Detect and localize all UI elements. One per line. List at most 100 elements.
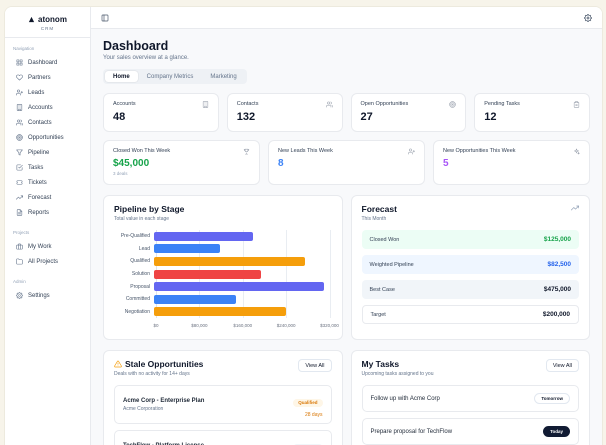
chart-axis-tick: $80,000 (191, 323, 208, 329)
stale-view-all-button[interactable]: View All (298, 359, 332, 373)
sidebar-item-label: All Projects (28, 258, 59, 265)
stale-title: Stale Opportunities (125, 359, 204, 370)
sidebar-item[interactable]: All Projects (13, 254, 82, 269)
stat-label: Pending Tasks (484, 101, 520, 107)
stale-opportunities-panel: Stale Opportunities Deals with no activi… (103, 350, 343, 445)
pipeline-title: Pipeline by Stage (114, 204, 185, 214)
chart-row: Lead (114, 243, 332, 256)
week-stat-card[interactable]: Closed Won This Week $45,000 3 deals (103, 140, 260, 185)
stat-icon (325, 101, 333, 108)
sidebar-admin-list: Settings (13, 288, 82, 303)
forecast-row: Weighted Pipeline $82,500 (361, 255, 579, 274)
pipeline-subtitle: Total value in each stage (114, 216, 170, 222)
tab[interactable]: Home (105, 71, 138, 82)
week-stat-icon (408, 148, 415, 155)
forecast-panel: Forecast This Month Closed Won $125,000 (350, 195, 590, 341)
sidebar-section-label: Admin (13, 279, 26, 284)
week-stat-card[interactable]: New Leads This Week 8 (268, 140, 425, 185)
stale-opportunity-item[interactable]: TechFlow - Platform License TechFlow Sol… (114, 430, 332, 445)
stat-icon (573, 101, 580, 108)
chart-bar-track (154, 231, 330, 241)
sidebar-item[interactable]: Contacts (13, 115, 82, 130)
sidebar-item[interactable]: Accounts (13, 100, 82, 115)
alert-triangle-icon (114, 360, 122, 368)
week-stat-sub (278, 171, 415, 176)
chart-row: Negotiation (114, 306, 332, 319)
chart-bar[interactable] (154, 282, 325, 292)
tasks-view-all-button[interactable]: View All (545, 359, 579, 373)
week-stat-value: 5 (443, 158, 449, 169)
topbar-settings-icon[interactable] (584, 13, 592, 22)
stat-value: 132 (236, 111, 256, 123)
week-stat-sub (443, 171, 580, 176)
task-due-badge: Tomorrow (534, 393, 570, 405)
stale-opportunity-item[interactable]: Acme Corp - Enterprise Plan Acme Corpora… (114, 385, 332, 425)
sidebar-item[interactable]: Reports (13, 205, 82, 220)
forecast-row: Best Case $475,000 (361, 280, 579, 299)
chart-row: Proposal (114, 280, 332, 293)
sidebar-item-label: Accounts (28, 104, 53, 111)
my-tasks-panel: My Tasks Upcoming tasks assigned to you … (350, 350, 590, 445)
forecast-row-label: Best Case (369, 286, 395, 293)
tasks-title: My Tasks (361, 359, 400, 370)
sidebar-item-icon (16, 89, 23, 96)
sidebar-item[interactable]: Dashboard (13, 55, 82, 70)
chart-row: Committed (114, 293, 332, 306)
trending-up-icon (571, 204, 579, 212)
tab[interactable]: Marketing (210, 73, 237, 80)
chart-bar-track (154, 256, 330, 266)
chart-category-label: Committed (125, 296, 150, 303)
chart-row: Pre-Qualified (114, 230, 332, 243)
task-item[interactable]: Prepare proposal for TechFlow Today (361, 418, 579, 445)
sidebar-item-label: Tickets (28, 179, 47, 186)
stat-card[interactable]: Pending Tasks 12 (474, 93, 590, 132)
chart-x-axis: $0 $80,000 $160,000 $240,000 $320,000 (153, 321, 338, 330)
chart-bar[interactable] (154, 307, 286, 317)
sidebar-item-icon (16, 164, 23, 171)
sidebar-item[interactable]: Tasks (13, 160, 82, 175)
sidebar-item-label: Contacts (28, 119, 52, 126)
sidebar-item[interactable]: My Work (13, 239, 82, 254)
task-item[interactable]: Follow up with Acme Corp Tomorrow (361, 385, 579, 413)
stat-card[interactable]: Open Opportunities 27 (350, 93, 467, 132)
sidebar-toggle-icon[interactable] (101, 14, 109, 22)
sidebar-item[interactable]: Pipeline (13, 145, 82, 160)
sidebar-item[interactable]: Settings (13, 288, 82, 303)
chart-bar[interactable] (154, 269, 261, 279)
sidebar-item[interactable]: Opportunities (13, 130, 82, 145)
sidebar-item[interactable]: Partners (13, 70, 82, 85)
chart-gridline (329, 230, 331, 319)
chart-bar-track (154, 282, 330, 292)
task-due-badge: Today (543, 426, 570, 438)
sidebar-item[interactable]: Leads (13, 85, 82, 100)
sidebar-item[interactable]: Forecast (13, 190, 82, 205)
stat-card[interactable]: Accounts 48 (103, 93, 219, 132)
chart-bar[interactable] (154, 244, 220, 254)
sidebar-item[interactable]: Tickets (13, 175, 82, 190)
pipeline-chart: Pre-Qualified Lead Qualified Solution Propos… (114, 230, 332, 319)
sidebar-item-icon (16, 179, 23, 186)
forecast-subtitle: This Month (361, 216, 387, 222)
stat-label: Contacts (236, 101, 259, 107)
week-stat-label: New Opportunities This Week (443, 148, 516, 154)
chart-category-label: Negotiation (124, 308, 150, 315)
forecast-row-value: $475,000 (543, 286, 571, 293)
sidebar-section-label: Projects (13, 230, 30, 235)
stat-card[interactable]: Contacts 132 (226, 93, 343, 132)
chart-bar[interactable] (154, 294, 237, 304)
sidebar-item-icon (16, 194, 23, 201)
week-stat-sub: 3 deals (113, 171, 128, 176)
chart-bar[interactable] (154, 256, 305, 266)
week-stat-card[interactable]: New Opportunities This Week 5 (433, 140, 590, 185)
sidebar-section-projects: Projects My Work All Projects (5, 222, 90, 271)
brand-logo: atonom CRM (5, 7, 90, 38)
sidebar-item-icon (16, 209, 23, 216)
task-title: Follow up with Acme Corp (370, 395, 440, 402)
sidebar-item-label: Tasks (28, 164, 44, 171)
chart-bar[interactable] (154, 231, 253, 241)
tab[interactable]: Company Metrics (146, 73, 194, 80)
forecast-row-value: $200,000 (542, 311, 570, 318)
sidebar-section-navigation: Navigation Dashboard Partners (5, 38, 90, 222)
week-stat-label: Closed Won This Week (113, 148, 171, 154)
topbar (91, 7, 602, 29)
